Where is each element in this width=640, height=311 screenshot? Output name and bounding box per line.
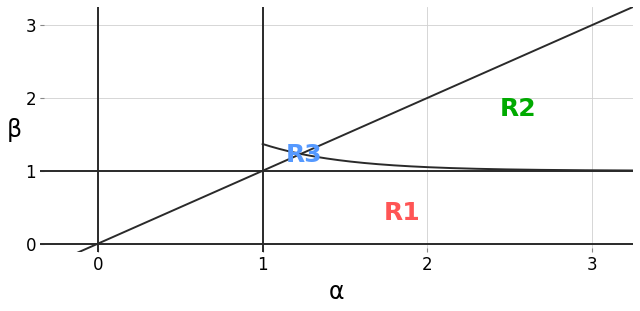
Text: R2: R2 — [499, 97, 536, 121]
Text: R3: R3 — [285, 143, 322, 167]
Y-axis label: β: β — [7, 118, 22, 142]
X-axis label: α: α — [329, 280, 344, 304]
Text: R1: R1 — [384, 201, 421, 225]
